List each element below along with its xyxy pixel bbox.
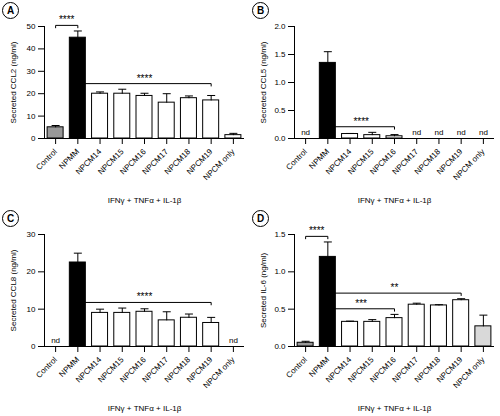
svg-text:30: 30 bbox=[27, 67, 36, 76]
svg-text:nd: nd bbox=[457, 128, 466, 137]
svg-text:10: 10 bbox=[27, 305, 36, 314]
svg-text:IFNγ + TNFα + IL-1β: IFNγ + TNFα + IL-1β bbox=[108, 196, 182, 205]
svg-text:NPCM17: NPCM17 bbox=[390, 355, 420, 385]
svg-text:0.5: 0.5 bbox=[274, 106, 286, 115]
svg-text:NPMM: NPMM bbox=[57, 355, 82, 379]
svg-text:NPCM only: NPCM only bbox=[202, 147, 237, 182]
svg-text:NPMM: NPMM bbox=[307, 147, 332, 171]
html-text:D: D bbox=[256, 213, 265, 224]
svg-text:NPCM15: NPCM15 bbox=[346, 355, 376, 385]
svg-text:NPCM19: NPCM19 bbox=[435, 355, 465, 385]
svg-text:NPCM16: NPCM16 bbox=[118, 355, 148, 385]
svg-text:NPCM only: NPCM only bbox=[452, 355, 487, 390]
html-text:A: A bbox=[6, 5, 15, 16]
svg-text:Secreted CCL5 (ng/ml): Secreted CCL5 (ng/ml) bbox=[259, 41, 268, 123]
svg-text:nd: nd bbox=[479, 128, 488, 137]
svg-text:Control: Control bbox=[34, 147, 59, 172]
svg-text:0: 0 bbox=[31, 342, 36, 351]
svg-text:****: **** bbox=[137, 291, 153, 302]
svg-text:****: **** bbox=[59, 14, 75, 25]
svg-text:nd: nd bbox=[434, 128, 443, 137]
svg-text:NPCM only: NPCM only bbox=[202, 355, 237, 390]
svg-text:NPCM17: NPCM17 bbox=[390, 147, 420, 177]
svg-text:20: 20 bbox=[27, 267, 36, 276]
svg-text:NPCM15: NPCM15 bbox=[96, 355, 126, 385]
svg-text:10: 10 bbox=[27, 112, 36, 121]
svg-text:nd: nd bbox=[301, 128, 310, 137]
svg-text:NPCM19: NPCM19 bbox=[185, 147, 215, 177]
svg-text:NPCM14: NPCM14 bbox=[324, 147, 354, 177]
svg-text:0.0: 0.0 bbox=[274, 342, 286, 351]
svg-text:NPCM16: NPCM16 bbox=[118, 147, 148, 177]
svg-text:NPCM18: NPCM18 bbox=[412, 147, 443, 177]
svg-text:Control: Control bbox=[284, 147, 309, 172]
svg-text:nd: nd bbox=[229, 336, 238, 345]
svg-text:***: *** bbox=[355, 298, 367, 309]
svg-text:**: ** bbox=[391, 282, 399, 293]
svg-text:NPMM: NPMM bbox=[307, 355, 332, 379]
svg-text:NPCM16: NPCM16 bbox=[368, 355, 398, 385]
svg-text:NPCM17: NPCM17 bbox=[140, 147, 170, 177]
svg-text:NPCM18: NPCM18 bbox=[162, 355, 193, 385]
svg-text:NPCM19: NPCM19 bbox=[435, 147, 465, 177]
svg-text:NPCM18: NPCM18 bbox=[412, 355, 443, 385]
svg-text:NPMM: NPMM bbox=[57, 147, 82, 171]
svg-text:nd: nd bbox=[412, 128, 421, 137]
svg-text:Secreted CCL8 (ng/ml): Secreted CCL8 (ng/ml) bbox=[9, 249, 18, 331]
svg-text:IFNγ + TNFα + IL-1β: IFNγ + TNFα + IL-1β bbox=[358, 196, 432, 205]
svg-text:NPCM14: NPCM14 bbox=[74, 147, 104, 177]
svg-text:Control: Control bbox=[284, 355, 309, 380]
svg-text:IFNγ + TNFα + IL-1β: IFNγ + TNFα + IL-1β bbox=[358, 404, 432, 413]
svg-text:1.0: 1.0 bbox=[274, 78, 286, 87]
svg-text:NPCM15: NPCM15 bbox=[346, 147, 376, 177]
svg-text:Secreted IL-6 (ng/ml): Secreted IL-6 (ng/ml) bbox=[259, 253, 268, 328]
svg-text:50: 50 bbox=[27, 22, 36, 31]
svg-text:0.0: 0.0 bbox=[274, 134, 286, 143]
html-text:B: B bbox=[256, 5, 265, 16]
svg-text:NPCM19: NPCM19 bbox=[185, 355, 215, 385]
svg-text:NPCM18: NPCM18 bbox=[162, 147, 193, 177]
svg-text:****: **** bbox=[353, 116, 369, 127]
svg-text:NPCM15: NPCM15 bbox=[96, 147, 126, 177]
svg-text:NPCM14: NPCM14 bbox=[74, 355, 104, 385]
svg-text:1.0: 1.0 bbox=[274, 267, 286, 276]
svg-text:20: 20 bbox=[27, 89, 36, 98]
svg-text:Secreted CCL2 (ng/ml): Secreted CCL2 (ng/ml) bbox=[9, 41, 18, 123]
svg-text:NPCM17: NPCM17 bbox=[140, 355, 170, 385]
svg-text:30: 30 bbox=[27, 230, 36, 239]
svg-text:2.0: 2.0 bbox=[274, 22, 286, 31]
svg-text:nd: nd bbox=[51, 336, 60, 345]
svg-text:1.5: 1.5 bbox=[274, 230, 286, 239]
svg-text:IFNγ + TNFα + IL-1β: IFNγ + TNFα + IL-1β bbox=[108, 404, 182, 413]
svg-text:1.5: 1.5 bbox=[274, 50, 286, 59]
svg-text:****: **** bbox=[309, 225, 325, 236]
svg-text:****: **** bbox=[137, 73, 153, 84]
svg-text:0.5: 0.5 bbox=[274, 305, 286, 314]
svg-text:NPCM only: NPCM only bbox=[452, 147, 487, 182]
svg-text:NPCM16: NPCM16 bbox=[368, 147, 398, 177]
svg-text:0: 0 bbox=[31, 134, 36, 143]
svg-text:40: 40 bbox=[27, 44, 36, 53]
svg-text:Control: Control bbox=[34, 355, 59, 380]
svg-text:NPCM14: NPCM14 bbox=[324, 355, 354, 385]
html-text:C: C bbox=[6, 213, 15, 224]
